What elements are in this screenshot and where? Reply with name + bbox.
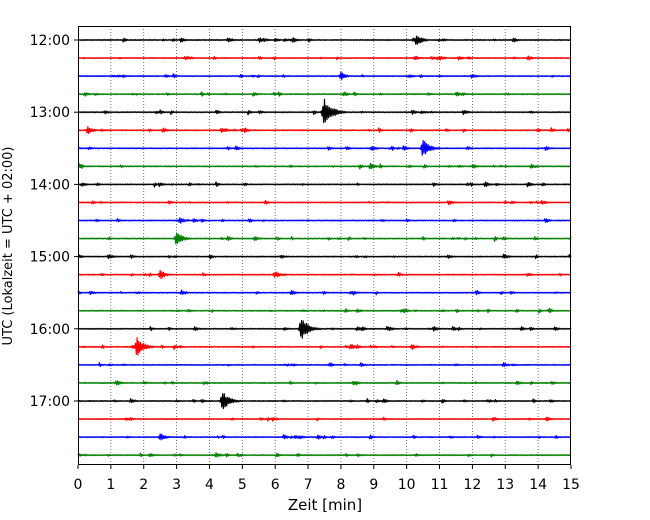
trace-1745 bbox=[77, 452, 572, 458]
y-tick-label: 17:00 bbox=[30, 394, 70, 410]
plot-frame bbox=[78, 26, 571, 465]
trace-1230 bbox=[77, 71, 572, 80]
x-tick-label: 2 bbox=[139, 477, 148, 493]
x-tick-label: 11 bbox=[431, 477, 449, 493]
trace-1600 bbox=[77, 320, 572, 339]
trace-1215 bbox=[77, 55, 572, 61]
x-axis-ticks: 0 1 2 3 4 5 6 7 8 9 10 11 12 13 14 15 bbox=[74, 465, 580, 493]
x-axis-label: Zeit [min] bbox=[288, 496, 362, 514]
trace-1445 bbox=[77, 232, 572, 245]
trace-group bbox=[77, 35, 572, 458]
y-tick-label: 13:00 bbox=[30, 105, 70, 121]
trace-1530 bbox=[77, 289, 572, 296]
x-tick-label: 9 bbox=[369, 477, 378, 493]
x-tick-label: 0 bbox=[74, 477, 83, 493]
trace-1315 bbox=[77, 126, 572, 134]
trace-1345 bbox=[77, 162, 572, 170]
x-tick-label: 7 bbox=[304, 477, 313, 493]
x-tick-label: 13 bbox=[496, 477, 514, 493]
x-tick-label: 12 bbox=[463, 477, 481, 493]
x-tick-label: 5 bbox=[238, 477, 247, 493]
y-tick-label: 15:00 bbox=[30, 250, 70, 266]
trace-1415 bbox=[77, 200, 572, 206]
y-tick-label: 12:00 bbox=[30, 33, 70, 49]
trace-1615 bbox=[77, 337, 572, 356]
trace-1515 bbox=[77, 269, 572, 280]
x-tick-label: 4 bbox=[205, 477, 214, 493]
trace-1200 bbox=[77, 35, 572, 45]
trace-1700 bbox=[77, 393, 572, 410]
trace-1245 bbox=[77, 91, 572, 97]
trace-1330 bbox=[77, 140, 572, 156]
x-tick-label: 10 bbox=[398, 477, 416, 493]
y-tick-label: 14:00 bbox=[30, 177, 70, 193]
y-axis-ticks: 12:00 13:00 14:00 15:00 16:00 17:00 bbox=[30, 33, 78, 410]
x-tick-label: 3 bbox=[172, 477, 181, 493]
trace-1645 bbox=[77, 380, 572, 386]
x-tick-label: 15 bbox=[562, 477, 580, 493]
trace-1500 bbox=[77, 253, 572, 260]
trace-1300 bbox=[77, 98, 572, 124]
y-tick-label: 16:00 bbox=[30, 322, 70, 338]
trace-1630 bbox=[77, 362, 572, 368]
trace-1715 bbox=[77, 416, 572, 422]
trace-1730 bbox=[77, 433, 572, 441]
trace-1430 bbox=[77, 217, 572, 224]
y-axis-label: UTC (Lokalzeit = UTC + 02:00) bbox=[1, 147, 16, 346]
x-tick-label: 14 bbox=[529, 477, 547, 493]
x-tick-label: 8 bbox=[336, 477, 345, 493]
x-tick-label: 1 bbox=[106, 477, 115, 493]
trace-1400 bbox=[77, 181, 572, 188]
vertical-gridlines bbox=[110, 26, 539, 465]
x-tick-label: 6 bbox=[271, 477, 280, 493]
trace-1545 bbox=[77, 307, 572, 314]
